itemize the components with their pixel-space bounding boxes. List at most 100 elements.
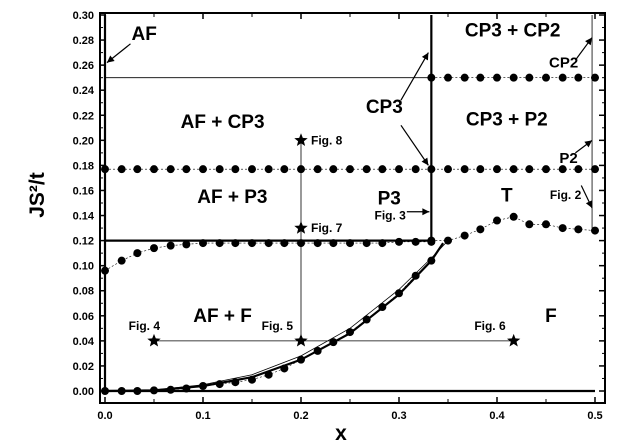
arrow-head [422, 208, 430, 216]
x-tick-label: 0.2 [293, 410, 308, 422]
data-point [166, 241, 175, 250]
data-point [362, 315, 371, 324]
data-point [182, 384, 191, 393]
data-point [182, 165, 191, 174]
star-label: Fig. 6 [474, 319, 506, 333]
data-point [101, 165, 109, 174]
data-point [591, 73, 599, 82]
data-point [395, 237, 403, 246]
data-point [117, 256, 126, 265]
star-marker [294, 221, 308, 234]
data-point [574, 225, 583, 234]
region-label: CP3 + P2 [466, 109, 548, 130]
figure-reference: Fig. 3 [375, 208, 407, 222]
y-tick-label: 0.18 [73, 160, 94, 172]
data-point [591, 226, 599, 235]
data-point [231, 165, 240, 174]
phase-label: CP2 [549, 55, 578, 72]
data-point [313, 165, 322, 174]
phase-label: CP3 [366, 97, 403, 118]
data-point [476, 165, 485, 174]
data-point [150, 244, 158, 253]
data-points [101, 73, 599, 395]
y-tick-label: 0.28 [73, 35, 94, 47]
x-tick-label: 0.1 [195, 410, 210, 422]
data-point [329, 338, 338, 347]
data-point [427, 165, 436, 174]
data-point [411, 237, 420, 246]
data-point [378, 165, 387, 174]
region-label: AF + CP3 [181, 112, 265, 133]
data-point [150, 165, 158, 174]
phase-boundary-line [104, 242, 445, 393]
y-tick-label: 0.30 [73, 10, 94, 22]
y-tick-label: 0.02 [73, 361, 94, 373]
data-point [346, 239, 354, 248]
arrow-head [421, 52, 429, 61]
data-point [199, 381, 207, 390]
data-point [558, 73, 567, 82]
data-point [133, 249, 142, 258]
series-connector [431, 216, 596, 241]
data-point [542, 165, 550, 174]
y-axis-title: JS²/t [26, 172, 49, 218]
star-marker [147, 333, 161, 347]
data-point [231, 239, 240, 248]
x-tick-label: 0.4 [489, 410, 505, 422]
y-tick-label: 0.22 [73, 110, 94, 122]
data-point [542, 73, 550, 82]
arrow-head [585, 37, 593, 46]
star-marker [507, 333, 521, 347]
data-point [313, 239, 322, 248]
data-point [166, 165, 175, 174]
figure-markers: Fig. 4 Fig. 5 Fig. 6 Fig. 7 Fig. 8 [129, 133, 521, 347]
data-point [525, 220, 534, 229]
y-tick-label: 0.00 [73, 386, 94, 398]
data-point [297, 355, 305, 364]
arrow-head [585, 200, 593, 209]
star-label: Fig. 4 [129, 319, 161, 333]
data-point [411, 165, 420, 174]
data-point [509, 165, 518, 174]
data-point [231, 378, 240, 387]
data-point [395, 289, 403, 298]
data-point [280, 364, 289, 373]
data-point [150, 386, 158, 395]
y-tick-label: 0.24 [73, 85, 95, 97]
data-point [166, 385, 175, 394]
arrow-head [584, 140, 593, 148]
data-point [215, 239, 224, 248]
y-tick-label: 0.12 [73, 236, 94, 248]
data-point [460, 73, 469, 82]
data-point [215, 380, 224, 389]
data-point [313, 346, 322, 355]
data-point [591, 165, 599, 174]
data-point [574, 165, 583, 174]
phase-label: T [501, 186, 513, 207]
data-point [493, 165, 501, 174]
star-marker [294, 333, 308, 347]
data-point [101, 266, 109, 275]
data-point [280, 165, 289, 174]
phase-label: P2 [559, 150, 577, 167]
data-point [182, 240, 191, 249]
arrow-shaft [400, 52, 429, 101]
y-tick-label: 0.04 [73, 336, 95, 348]
data-point [493, 73, 501, 82]
data-point [427, 256, 436, 265]
y-tick-label: 0.20 [73, 135, 94, 147]
data-point [264, 239, 273, 248]
data-point [558, 224, 567, 233]
region-label: F [545, 306, 557, 327]
data-point [476, 73, 485, 82]
arrow-head [421, 157, 429, 166]
data-point [362, 165, 371, 174]
y-tick-label: 0.16 [73, 185, 94, 197]
data-point [493, 216, 501, 225]
plot-frame [99, 12, 606, 404]
region-label: CP3 + CP2 [465, 20, 561, 41]
data-point [346, 165, 354, 174]
data-point [117, 387, 126, 395]
annotation-labels: AF AF + CP3 AF + P3 AF + F F CP3 + CP2 CP3 + P… [132, 20, 582, 327]
